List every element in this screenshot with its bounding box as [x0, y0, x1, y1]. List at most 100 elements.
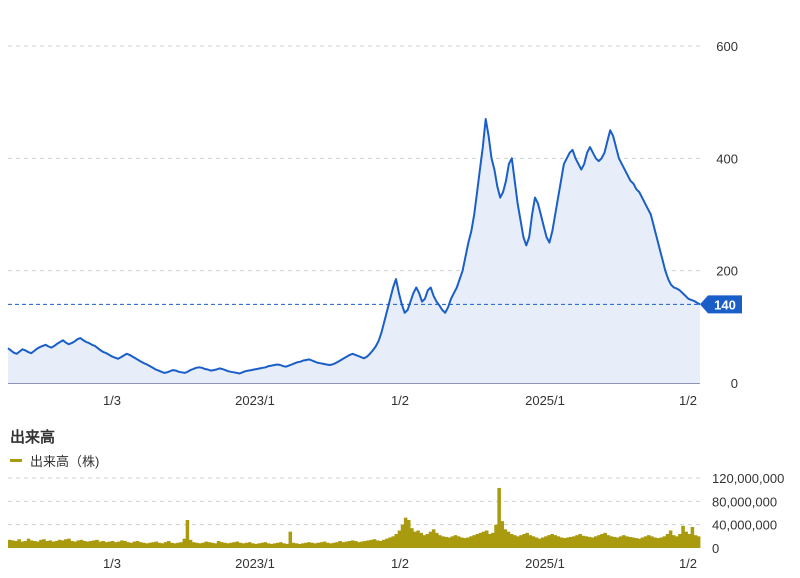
- volume-bar: [166, 541, 171, 548]
- current-value-label: 140: [714, 297, 736, 312]
- volume-bar: [307, 542, 311, 548]
- volume-bar: [656, 538, 660, 548]
- volume-bar: [410, 528, 414, 548]
- volume-bar: [519, 535, 523, 548]
- volume-bar: [48, 540, 53, 548]
- volume-bar: [310, 542, 314, 548]
- volume-bar: [126, 542, 130, 548]
- volume-bar: [572, 536, 576, 548]
- volume-x-axis: 1/3 2023/1 1/2 2025/1 1/2: [103, 556, 697, 571]
- volume-bar: [248, 542, 252, 548]
- volume-bar: [341, 542, 346, 548]
- volume-bar: [313, 543, 317, 548]
- volume-bar: [459, 537, 464, 548]
- price-x-tick-label: 2023/1: [235, 393, 275, 408]
- volume-bar: [226, 543, 230, 548]
- volume-bar: [360, 541, 364, 548]
- price-x-axis: 1/3 2023/1 1/2 2025/1 1/2: [103, 393, 697, 408]
- volume-bar: [238, 542, 243, 548]
- volume-y-axis: 0 40,000,000 80,000,000 120,000,000: [712, 471, 784, 556]
- volume-bar: [210, 542, 215, 548]
- volume-bar: [366, 540, 370, 548]
- volume-bar: [188, 539, 193, 548]
- volume-bar: [388, 537, 392, 548]
- volume-bar: [544, 536, 548, 548]
- price-y-tick-label: 600: [716, 39, 738, 54]
- volume-bar: [57, 539, 62, 548]
- volume-bar: [615, 537, 620, 548]
- volume-bar: [157, 542, 162, 548]
- volume-bar: [378, 541, 383, 548]
- volume-legend[interactable]: 出来高（株): [10, 451, 99, 470]
- volume-bar: [453, 535, 458, 548]
- volume-bar: [525, 532, 529, 548]
- volume-bar: [266, 543, 271, 548]
- volume-bar: [64, 539, 68, 548]
- volume-bar: [319, 542, 324, 548]
- current-value-tag: 140: [8, 295, 742, 314]
- volume-bar: [176, 542, 180, 548]
- volume-bar: [422, 535, 427, 548]
- volume-bar: [375, 540, 380, 548]
- volume-bar: [216, 541, 221, 548]
- price-area-fill: [8, 119, 700, 383]
- volume-bar: [191, 542, 196, 548]
- volume-bar: [693, 535, 698, 548]
- price-area: [8, 119, 700, 383]
- volume-bar: [269, 543, 274, 548]
- volume-bar: [79, 539, 84, 548]
- current-value-tag-bg: [700, 295, 742, 314]
- volume-bar: [142, 542, 146, 548]
- volume-bar: [590, 537, 595, 548]
- volume-bar: [541, 537, 545, 548]
- volume-bar: [578, 534, 582, 548]
- volume-bar: [606, 535, 611, 548]
- volume-bar: [223, 542, 227, 548]
- volume-bar: [26, 538, 31, 548]
- volume-bar: [618, 536, 623, 548]
- volume-bar: [117, 541, 121, 548]
- volume-bar: [322, 541, 327, 548]
- volume-bar: [170, 542, 174, 548]
- volume-bar: [631, 537, 635, 548]
- volume-bar: [207, 542, 212, 548]
- volume-bar: [316, 542, 321, 548]
- volume-bar: [509, 534, 514, 548]
- volume-bar: [195, 542, 199, 548]
- volume-bar: [597, 535, 601, 548]
- volume-bar: [219, 542, 224, 548]
- volume-bar: [397, 530, 402, 548]
- volume-bar: [8, 539, 12, 548]
- volume-bar: [481, 531, 486, 548]
- volume-bar: [29, 540, 34, 548]
- volume-bar: [17, 539, 21, 548]
- volume-bar: [500, 521, 505, 548]
- volume-bar: [92, 540, 96, 548]
- volume-bar: [372, 539, 377, 548]
- volume-bar: [665, 534, 670, 548]
- volume-bar: [581, 535, 586, 548]
- volume-bar: [584, 536, 589, 548]
- volume-bar: [537, 538, 542, 548]
- volume-bar: [528, 535, 533, 548]
- volume-bar: [325, 542, 330, 548]
- volume-bar: [301, 543, 305, 548]
- volume-bar: [279, 542, 283, 548]
- volume-bar: [594, 536, 598, 548]
- volume-bar: [478, 532, 483, 548]
- volume-legend-swatch: [10, 459, 22, 462]
- volume-bar: [562, 538, 567, 548]
- volume-grid: [8, 477, 700, 526]
- volume-bar: [95, 539, 99, 548]
- volume-bar: [45, 541, 49, 548]
- volume-bar: [506, 531, 511, 548]
- volume-bar: [394, 534, 399, 548]
- volume-bar: [179, 542, 183, 548]
- volume-bar: [113, 542, 118, 548]
- volume-bar: [553, 535, 558, 548]
- volume-bar: [463, 538, 467, 548]
- volume-bar: [612, 536, 617, 548]
- volume-bar: [232, 542, 236, 548]
- volume-bar: [650, 536, 654, 548]
